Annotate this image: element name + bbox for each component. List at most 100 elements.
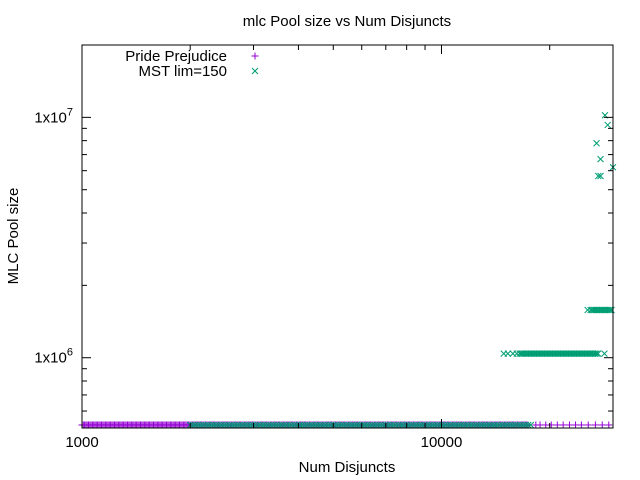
point-mst	[420, 421, 428, 429]
legend-marker-pride-prejudice	[251, 52, 259, 60]
point-mst	[316, 421, 324, 429]
point-mst	[345, 421, 353, 429]
point-mst	[355, 421, 363, 429]
point-mst	[596, 306, 604, 314]
point-mst	[467, 421, 475, 429]
point-mst	[606, 306, 614, 314]
point-mst	[483, 421, 490, 429]
point-mst	[567, 350, 575, 357]
point-mst	[462, 421, 470, 429]
point-mst	[541, 350, 549, 357]
point-mst	[564, 350, 572, 357]
point-mst	[593, 139, 600, 147]
point-pride-prejudice	[605, 421, 613, 429]
point-mst	[267, 421, 275, 429]
point-mst	[521, 350, 528, 357]
point-mst	[400, 421, 407, 429]
point-mst	[530, 350, 538, 357]
point-mst	[504, 350, 512, 357]
point-mst	[363, 421, 371, 429]
point-mst	[350, 421, 358, 429]
point-mst	[212, 421, 220, 429]
point-mst	[340, 421, 347, 429]
point-mst	[332, 421, 340, 429]
point-mst	[593, 306, 601, 314]
point-mst	[546, 350, 554, 357]
point-mst	[285, 421, 293, 429]
point-mst	[586, 350, 594, 357]
legend-label-pride-prejudice: Pride Prejudice	[125, 48, 227, 65]
point-mst	[303, 421, 311, 429]
point-mst	[324, 421, 332, 429]
point-mst	[283, 421, 290, 429]
point-mst	[465, 421, 472, 429]
point-mst	[501, 421, 509, 429]
point-pride-prejudice	[553, 421, 561, 429]
legend: Pride Prejudice MST lim=150	[125, 48, 259, 80]
point-mst	[335, 421, 342, 429]
point-mst	[418, 421, 425, 429]
point-mst	[554, 350, 562, 357]
point-mst	[228, 421, 236, 429]
point-mst	[218, 421, 225, 429]
point-mst	[519, 421, 527, 429]
point-mst	[392, 421, 399, 429]
point-mst	[600, 306, 607, 314]
point-mst	[532, 350, 540, 357]
point-mst	[593, 350, 600, 357]
point-pride-prejudice	[591, 421, 599, 429]
point-pride-prejudice	[572, 421, 580, 429]
point-mst	[210, 421, 217, 429]
point-mst	[202, 421, 210, 429]
x-axis-label: Num Disjuncts	[299, 459, 396, 476]
point-mst	[431, 421, 438, 429]
point-mst	[588, 350, 596, 357]
point-mst	[389, 421, 397, 429]
point-mst	[428, 421, 436, 429]
point-mst	[597, 155, 604, 163]
point-mst	[488, 421, 496, 429]
point-mst	[257, 421, 264, 429]
point-mst	[594, 350, 602, 357]
point-mst	[604, 306, 612, 314]
point-mst	[374, 421, 381, 429]
point-mst	[595, 306, 603, 314]
point-mst	[426, 421, 433, 429]
point-mst	[192, 421, 199, 429]
point-mst	[562, 350, 570, 357]
point-mst	[220, 421, 228, 429]
point-mst	[522, 421, 529, 429]
point-mst	[561, 350, 568, 357]
point-mst	[556, 350, 564, 357]
point-mst	[525, 350, 533, 357]
point-mst	[478, 421, 485, 429]
point-mst	[597, 172, 604, 180]
point-mst	[433, 421, 441, 429]
point-mst	[553, 350, 560, 357]
point-mst	[517, 350, 525, 357]
x-tick-label: 10000	[421, 434, 463, 451]
point-mst	[480, 421, 488, 429]
point-pride-prejudice	[565, 421, 573, 429]
point-mst	[309, 421, 316, 429]
plot-border	[81, 44, 614, 429]
point-mst	[601, 350, 608, 357]
point-mst	[517, 421, 524, 429]
point-mst	[559, 350, 567, 357]
point-mst	[207, 421, 215, 429]
data-points	[78, 111, 617, 429]
point-mst	[189, 421, 197, 429]
point-mst	[205, 421, 212, 429]
chart-title: mlc Pool size vs Num Disjuncts	[243, 13, 451, 30]
point-mst	[277, 421, 285, 429]
point-mst	[322, 421, 329, 429]
point-mst	[233, 421, 241, 429]
point-mst	[604, 121, 612, 129]
point-mst	[381, 421, 389, 429]
point-mst	[361, 421, 368, 429]
point-mst	[581, 350, 589, 357]
point-mst	[306, 421, 314, 429]
point-mst	[296, 421, 303, 429]
point-mst	[557, 350, 565, 357]
